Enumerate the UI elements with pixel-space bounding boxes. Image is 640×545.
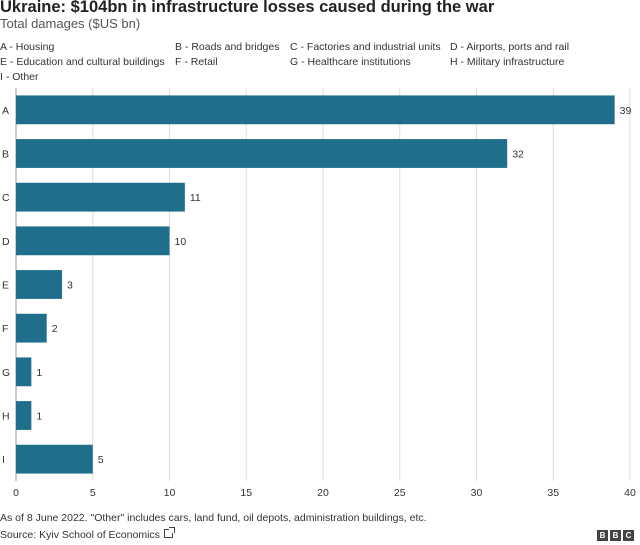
chart-note: As of 8 June 2022. "Other" includes cars… [0,512,427,524]
bar-d [16,226,170,256]
chart-subtitle: Total damages ($US bn) [0,16,141,31]
category-label-h: H [2,411,10,423]
bar-chart: 0 5 10 15 20 25 30 35 40 A 39 B 32 C 11 D 10 E 3 F 2 G 1 H 1 I 5 [2,88,636,499]
legend-item-c: C - Factories and industrial units [290,41,441,53]
external-link-icon[interactable] [163,527,175,538]
source-line: Source: Kyiv School of Economics [0,527,175,541]
category-label-a: A [2,105,9,117]
value-label-i: 5 [98,454,104,466]
x-tick-label-25: 25 [394,487,406,499]
value-label-e: 3 [67,280,73,292]
bbc-logo: B B C [597,530,634,541]
x-tick-label-30: 30 [471,487,483,499]
x-tick-label-10: 10 [164,487,176,499]
x-tick-label-40: 40 [624,487,636,499]
bar-b [16,139,508,168]
value-label-d: 10 [175,236,187,248]
logo-letter-c: C [623,530,634,541]
value-label-a: 39 [620,105,632,117]
legend-item-i: I - Other [0,71,39,83]
x-tick-label-5: 5 [90,487,96,499]
bar-i [16,444,93,474]
x-tick-label-0: 0 [13,487,19,499]
category-label-d: D [2,236,10,248]
legend-item-g: G - Healthcare institutions [290,56,411,68]
legend-item-f: F - Retail [175,56,218,68]
legend-item-d: D - Airports, ports and rail [450,41,570,53]
legend-item-a: A - Housing [0,41,55,53]
source-text: Source: Kyiv School of Economics [0,529,160,541]
x-tick-label-15: 15 [240,487,252,499]
value-label-f: 2 [52,323,58,335]
x-tick-label-20: 20 [317,487,329,499]
category-label-b: B [2,149,9,161]
category-label-f: F [2,323,8,335]
legend-item-e: E - Education and cultural buildings [0,56,165,68]
chart-title: Ukraine: $104bn in infrastructure losses… [0,0,495,16]
category-label-i: I [2,454,5,466]
logo-letter-b2: B [610,530,621,541]
bar-f [16,313,47,343]
value-label-c: 11 [190,192,201,204]
legend-item-b: B - Roads and bridges [175,41,280,53]
bar-g [16,357,32,387]
value-label-g: 1 [36,367,42,379]
bar-h [16,401,32,430]
logo-letter-b1: B [597,530,608,541]
value-label-b: 32 [512,149,524,161]
legend-item-h: H - Military infrastructure [450,56,565,68]
x-tick-label-35: 35 [547,487,559,499]
bar-a [16,95,615,125]
category-label-c: C [2,192,10,204]
value-label-h: 1 [36,411,42,423]
bar-c [16,182,185,212]
category-label-e: E [2,280,9,292]
bar-e [16,270,63,299]
category-label-g: G [2,367,10,379]
